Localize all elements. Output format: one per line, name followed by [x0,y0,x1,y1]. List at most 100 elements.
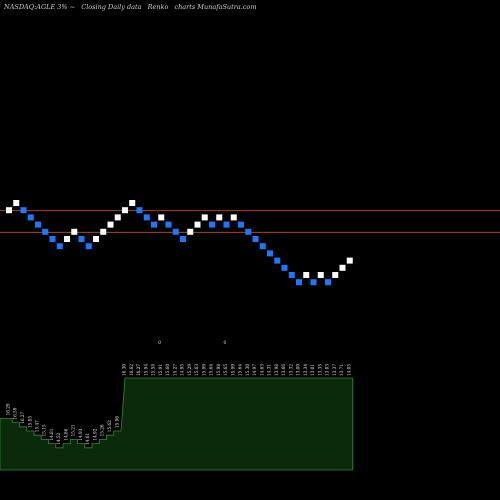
renko-brick-up [187,228,194,235]
brick-value-label: 16.62 [129,364,134,376]
brick-value-label: 15.47 [35,420,40,432]
brick-value-label: 15.94 [143,364,148,376]
renko-brick-down [136,207,143,214]
renko-brick-up [346,257,353,264]
renko-brick-up [332,272,339,278]
renko-brick-down [172,228,179,235]
brick-value-label: 13.01 [310,364,315,376]
brick-value-label: 15.26 [100,424,105,436]
volume-area [0,377,354,471]
brick-value-label: 14.63 [259,364,264,376]
renko-brick-up [114,214,121,221]
renko-brick-down [238,221,244,228]
volume-panel [0,377,354,471]
renko-brick-down [143,214,150,221]
brick-value-label: 15.58 [151,364,156,376]
brick-value-label: 15.63 [194,364,199,376]
renko-brick-up [201,214,208,221]
renko-brick-up [303,272,310,278]
brick-value-label: 13.03 [325,364,330,376]
renko-brick-down [78,236,85,242]
renko-brick-up [339,264,346,271]
renko-brick-down [209,221,215,228]
brick-value-label: 14.86 [64,428,69,440]
renko-brick-up [216,214,223,221]
renko-brick-down [42,228,49,235]
marker-label: 0 [224,340,227,345]
brick-value-label: 14.97 [252,364,257,376]
renko-brick-up [107,221,114,228]
header-ticker: NASDAQ:AGLE [3,3,55,11]
brick-value-label: 14.52 [56,432,61,444]
brick-value-label: 15.65 [223,364,228,376]
brick-labels: 16.29 16.59 16.27 15.85 15.47 15.15 14.81 14.52… [6,364,352,445]
brick-value-label: 14.61 [85,432,90,444]
brick-value-label: 15.27 [172,364,177,376]
brick-value-label: 16.30 [122,364,127,376]
renko-brick-down [325,279,331,286]
renko-brick-up [194,221,201,228]
brick-value-label: 13.35 [317,364,322,376]
marker-label: 0 [158,340,161,345]
chart-header: NASDAQ:AGLE 3% ~ Closing Daily data Renk… [3,3,257,11]
brick-value-label: 15.15 [42,424,47,436]
renko-brick-down [49,236,56,242]
brick-value-label: 15.96 [114,416,119,428]
brick-value-label: 14.81 [49,428,54,440]
renko-brick-down [56,243,63,250]
brick-value-label: 13.34 [303,364,308,376]
renko-brick-down [267,250,273,257]
brick-value-label: 15.64 [209,364,214,376]
brick-value-label: 13.66 [281,364,286,376]
renko-bricks [6,200,353,286]
renko-brick-up [93,236,99,242]
renko-brick-up [317,272,324,278]
renko-brick-up [6,207,12,214]
brick-value-label: 15.85 [27,416,32,428]
renko-brick-up [13,200,20,206]
brick-value-label: 15.91 [158,364,163,376]
renko-brick-down [223,221,230,228]
brick-value-label: 15.99 [201,364,206,376]
brick-value-label: 14.95 [180,364,185,376]
renko-brick-down [288,272,295,278]
renko-brick-down [296,279,302,286]
renko-brick-down [259,243,266,250]
brick-value-label: 13.00 [296,364,301,376]
brick-value-label: 14.93 [78,428,83,440]
renko-brick-down [274,257,281,264]
renko-brick-up [158,214,165,221]
brick-value-label: 14.92 [93,428,98,440]
brick-value-label: 15.62 [107,420,112,432]
brick-value-label: 16.29 [6,403,11,415]
brick-value-label: 13.37 [332,364,337,376]
brick-value-label: 13.32 [288,364,293,376]
renko-brick-down [151,221,157,228]
renko-brick-up [71,228,78,235]
brick-value-label: 15.29 [187,364,192,376]
brick-value-label: 14.05 [346,364,351,376]
brick-value-label: 15.98 [216,364,221,376]
renko-brick-down [281,264,288,271]
renko-brick-down [20,207,27,214]
renko-brick-down [85,243,92,250]
renko-brick-down [245,228,252,235]
renko-brick-down [165,221,172,228]
brick-value-label: 16.27 [136,364,141,376]
brick-value-label: 15.21 [71,424,76,436]
renko-brick-down [35,221,41,228]
brick-value-label: 15.64 [238,364,243,376]
brick-value-label: 16.27 [20,411,25,423]
renko-brick-down [27,214,34,221]
renko-brick-up [100,228,107,235]
brick-value-label: 13.98 [274,364,279,376]
brick-value-label: 16.59 [13,407,18,419]
renko-brick-up [129,200,136,206]
renko-brick-down [310,279,317,286]
header-chart-kind: Renko [147,3,169,11]
brick-value-label: 15.60 [165,364,170,376]
brick-value-label: 15.30 [245,364,250,376]
renko-brick-down [180,236,186,242]
renko-brick-up [230,214,237,221]
